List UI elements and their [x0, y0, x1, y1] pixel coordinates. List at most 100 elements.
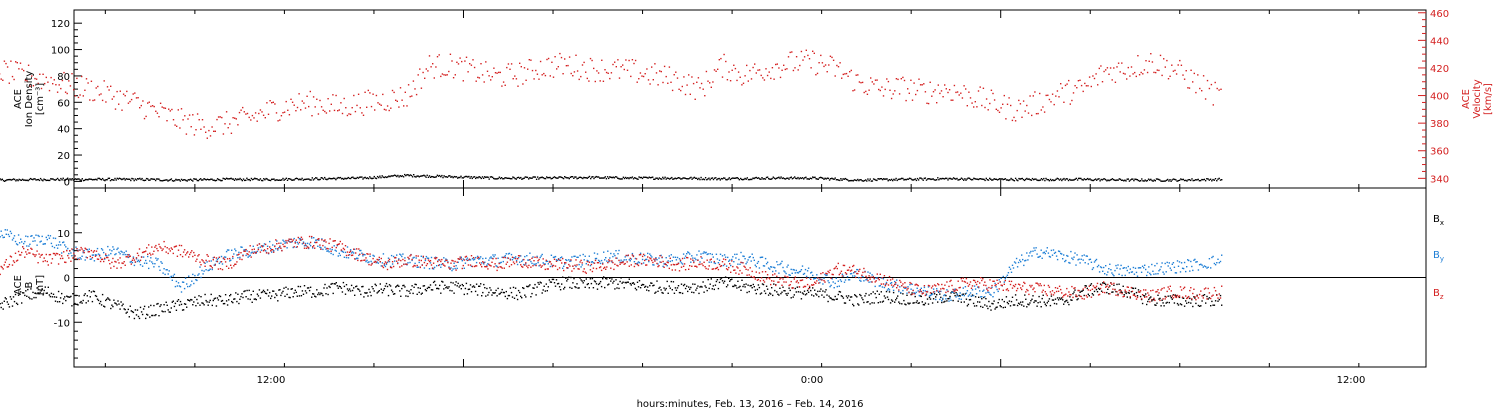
- b-by-point: [154, 263, 156, 265]
- b-by-point: [459, 257, 461, 260]
- density-point: [646, 176, 648, 179]
- velocity-point: [810, 67, 812, 69]
- density-point: [880, 178, 883, 180]
- b-by-point: [120, 250, 122, 252]
- velocity-point: [11, 75, 14, 78]
- b-bx-point: [661, 291, 663, 294]
- b-by-point: [1206, 267, 1208, 269]
- density-point: [645, 176, 647, 178]
- density-point: [914, 178, 916, 180]
- b-by-point: [253, 251, 255, 253]
- b-by-point: [1011, 264, 1014, 266]
- velocity-point: [232, 117, 234, 119]
- density-point: [725, 178, 727, 181]
- b-bx-point: [400, 295, 402, 297]
- density-point: [315, 177, 317, 179]
- density-point: [977, 178, 980, 181]
- density-point: [316, 177, 318, 179]
- b-by-point: [752, 256, 754, 259]
- density-point: [663, 178, 665, 180]
- b-bx-point: [637, 286, 640, 288]
- b-bx-point: [1193, 296, 1195, 298]
- b-by-point: [1080, 258, 1082, 260]
- b-bx-point: [591, 277, 594, 280]
- b-by-point: [793, 269, 795, 271]
- velocity-point: [242, 106, 244, 109]
- density-point: [1010, 177, 1012, 180]
- b-bx-point: [767, 294, 770, 296]
- b-bx-point: [476, 294, 479, 296]
- b-bx-point: [1029, 302, 1031, 304]
- density-point: [192, 180, 194, 182]
- b-bx-point: [666, 280, 668, 283]
- velocity-point: [1010, 104, 1012, 107]
- velocity-point: [319, 99, 321, 102]
- velocity-point: [808, 58, 811, 60]
- velocity-point: [601, 59, 603, 61]
- b-bx-point: [29, 297, 31, 300]
- velocity-point: [414, 88, 416, 90]
- b-bx-point: [1008, 300, 1011, 302]
- b-bx-point: [522, 287, 524, 289]
- density-point: [419, 175, 422, 177]
- b-bx-point: [1166, 301, 1168, 304]
- velocity-point: [26, 80, 28, 82]
- b-bx-point: [1039, 301, 1041, 303]
- velocity-point: [1050, 101, 1052, 103]
- b-by-point: [300, 239, 303, 241]
- b-bx-point: [91, 300, 94, 303]
- velocity-point: [889, 89, 891, 91]
- velocity-point: [1130, 66, 1133, 68]
- b-bx-point: [1119, 289, 1121, 291]
- velocity-point: [752, 66, 754, 69]
- b-by-point: [525, 263, 527, 265]
- velocity-point: [581, 64, 584, 66]
- b-by-point: [472, 259, 475, 261]
- density-point: [756, 177, 759, 179]
- b-bx-point: [824, 291, 826, 293]
- b-by-point: [1111, 272, 1113, 274]
- b-bx-point: [948, 297, 950, 300]
- b-by-point: [795, 269, 797, 272]
- density-point: [883, 178, 885, 180]
- b-by-point: [536, 255, 538, 258]
- density-point: [257, 179, 259, 181]
- b-bx-point: [98, 302, 101, 305]
- b-by-point: [343, 256, 346, 258]
- velocity-point: [971, 102, 973, 104]
- density-point: [477, 177, 479, 179]
- b-by-point: [360, 249, 362, 252]
- b-by-point: [42, 243, 44, 245]
- b-bx-point: [1104, 282, 1106, 285]
- b-bx-point: [35, 296, 37, 299]
- density-point: [1014, 177, 1017, 180]
- density-point: [1052, 179, 1054, 181]
- b-by-point: [1136, 275, 1139, 277]
- density-point: [774, 178, 777, 180]
- density-point: [1029, 179, 1031, 181]
- b-by-point: [1185, 270, 1187, 273]
- b-by-point: [52, 237, 55, 239]
- density-point: [972, 178, 974, 181]
- density-point: [591, 176, 593, 178]
- b-by-point: [286, 247, 288, 249]
- density-point: [1096, 179, 1098, 181]
- velocity-point: [89, 99, 91, 101]
- density-point: [1098, 178, 1100, 180]
- velocity-point: [591, 59, 593, 62]
- velocity-point: [1105, 69, 1107, 71]
- velocity-point: [929, 81, 931, 83]
- b-by-point: [373, 255, 375, 257]
- velocity-point: [549, 75, 551, 77]
- b-bx-point: [7, 303, 10, 305]
- b-bx-point: [556, 283, 559, 285]
- b-by-point: [1202, 266, 1204, 268]
- density-point: [28, 178, 31, 181]
- b-by-point: [951, 291, 953, 293]
- density-point: [662, 176, 664, 179]
- b-bx-point: [493, 292, 495, 294]
- b-by-point: [289, 238, 291, 240]
- b-by-point: [745, 263, 747, 265]
- density-point: [1109, 179, 1111, 181]
- density-point: [1008, 179, 1010, 182]
